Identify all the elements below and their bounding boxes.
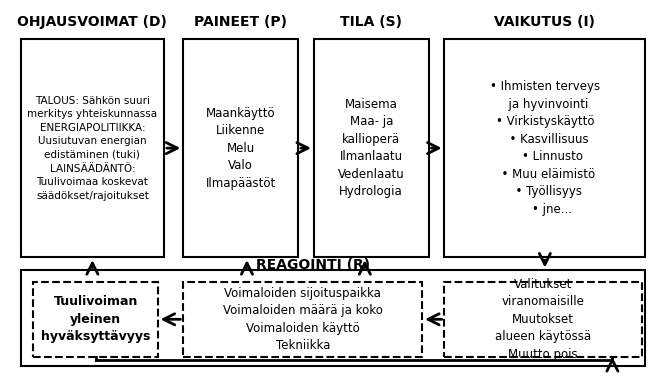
Bar	[183, 282, 422, 357]
Bar	[21, 270, 645, 366]
Bar	[21, 39, 164, 257]
Bar	[183, 39, 298, 257]
Text: VAIKUTUS (I): VAIKUTUS (I)	[494, 15, 596, 29]
Bar	[314, 39, 428, 257]
Bar	[445, 39, 645, 257]
Text: Voimaloiden sijoituspaikka
Voimaloiden määrä ja koko
Voimaloiden käyttö
Tekniikk: Voimaloiden sijoituspaikka Voimaloiden m…	[223, 287, 383, 352]
Text: REAGOINTI (R): REAGOINTI (R)	[255, 258, 370, 273]
Text: • Ihmisten terveys
  ja hyvinvointi
• Virkistyskäyttö
  • Kasvillisuus
    • Lin: • Ihmisten terveys ja hyvinvointi • Virk…	[490, 80, 600, 216]
Bar	[445, 282, 642, 357]
Text: OHJAUSVOIMAT (D): OHJAUSVOIMAT (D)	[18, 15, 167, 29]
Text: TILA (S): TILA (S)	[340, 15, 402, 29]
Bar	[33, 282, 158, 357]
Text: PAINEET (P): PAINEET (P)	[194, 15, 287, 29]
Text: Valitukset
viranomaisille
Muutokset
alueen käytössä
Muutto pois: Valitukset viranomaisille Muutokset alue…	[495, 278, 592, 361]
Text: Tuulivoiman
yleinen
hyväksyttävyys: Tuulivoiman yleinen hyväksyttävyys	[41, 295, 150, 343]
Text: Maankäyttö
Liikenne
Melu
Valo
Ilmapäästöt: Maankäyttö Liikenne Melu Valo Ilmapäästö…	[206, 106, 276, 190]
Text: Maisema
Maa- ja
kallioperä
Ilmanlaatu
Vedenlaatu
Hydrologia: Maisema Maa- ja kallioperä Ilmanlaatu Ve…	[338, 98, 405, 198]
Text: TALOUS: Sähkön suuri
merkitys yhteiskunnassa
ENERGIAPOLITIIKKA:
Uusiutuvan energ: TALOUS: Sähkön suuri merkitys yhteiskunn…	[27, 96, 157, 201]
